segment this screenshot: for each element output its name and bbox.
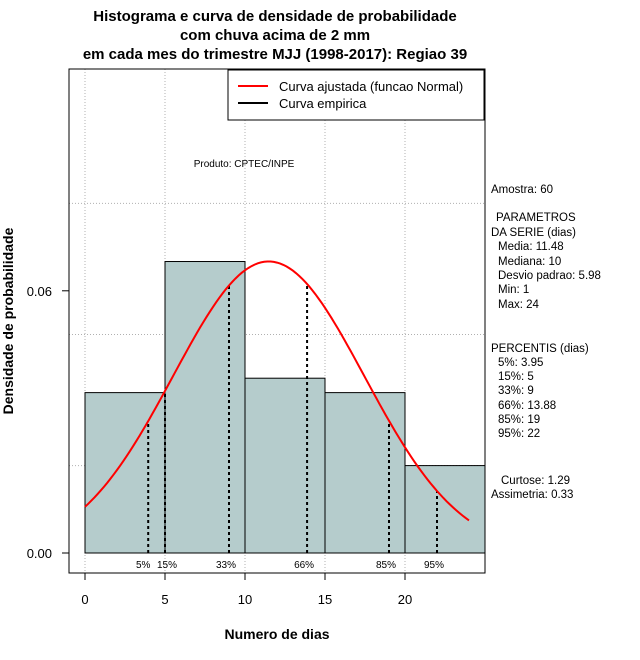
stat-mediana: Mediana: 10	[498, 256, 561, 268]
percentile-label-66: 66%	[294, 560, 314, 571]
stat-p5: 5%: 3.95	[498, 357, 543, 369]
stat-p33: 33%: 9	[498, 385, 534, 397]
stat-max: Max: 24	[498, 299, 540, 311]
percentile-label-85: 85%	[376, 560, 396, 571]
histogram-bar-4	[404, 465, 486, 554]
stat-min: Min: 1	[498, 284, 529, 296]
stat-p85: 85%: 19	[498, 414, 540, 426]
stat-amostra: Amostra: 60	[491, 184, 553, 196]
y-axis-label: Densidade de probabilidade	[0, 227, 16, 414]
legend-label-empirical: Curva empirica	[279, 96, 367, 111]
histogram-bar-3	[324, 392, 406, 554]
percentile-label-33: 33%	[216, 560, 236, 571]
y-tick-label-0.00: 0.00	[27, 546, 52, 561]
normal-fit-curve	[84, 260, 470, 522]
percentile-label-95: 95%	[424, 560, 444, 571]
stat-param-title-2: DA SERIE (dias)	[491, 227, 576, 239]
product-annotation: Produto: CPTEC/INPE	[194, 159, 295, 170]
legend: Curva ajustada (funcao Normal) Curva emp…	[227, 69, 485, 121]
legend-label-normal: Curva ajustada (funcao Normal)	[279, 79, 463, 94]
curve-layer	[84, 260, 470, 522]
x-tick-label-5: 5	[161, 592, 168, 607]
x-tick-label-10: 10	[238, 592, 252, 607]
stat-p15: 15%: 5	[498, 371, 534, 383]
histogram-bar-0	[84, 392, 166, 554]
percentile-label-15: 15%	[157, 560, 177, 571]
bars-layer	[84, 261, 486, 554]
stat-curtose: Curtose: 1.29	[501, 475, 570, 487]
x-axis-label: Numero de dias	[224, 626, 329, 642]
x-tick-label-0: 0	[81, 592, 88, 607]
stat-p66: 66%: 13.88	[498, 400, 556, 412]
percentile-label-5: 5%	[136, 560, 151, 571]
stat-param-title-1: PARAMETROS	[496, 212, 576, 224]
y-tick-label-0.06: 0.06	[27, 284, 52, 299]
stat-p95: 95%: 22	[498, 428, 540, 440]
stat-assimetria: Assimetria: 0.33	[491, 489, 573, 501]
histogram-bar-1	[164, 261, 246, 554]
percentile-lines-layer: 5% 15% 33% 66% 85% 95%	[136, 284, 444, 571]
chart-title-line-3: em cada mes do trimestre MJJ (1998-2017)…	[83, 46, 467, 63]
legend-box	[227, 69, 485, 121]
stat-media: Media: 11.48	[498, 241, 564, 253]
x-tick-label-15: 15	[318, 592, 332, 607]
stat-percentis-title: PERCENTIS (dias)	[491, 343, 589, 355]
chart-title-line-1: Histograma e curva de densidade de proba…	[93, 8, 456, 25]
axes-layer: 0 5 10 15 20 0.00 0.06	[27, 284, 413, 607]
statistics-panel: Amostra: 60 PARAMETROS DA SERIE (dias) M…	[491, 184, 601, 501]
stat-desvio: Desvio padrao: 5.98	[498, 270, 601, 282]
x-tick-label-20: 20	[398, 592, 412, 607]
histogram-bar-2	[244, 377, 326, 554]
chart-title-line-2: com chuva acima de 2 mm	[180, 27, 370, 44]
